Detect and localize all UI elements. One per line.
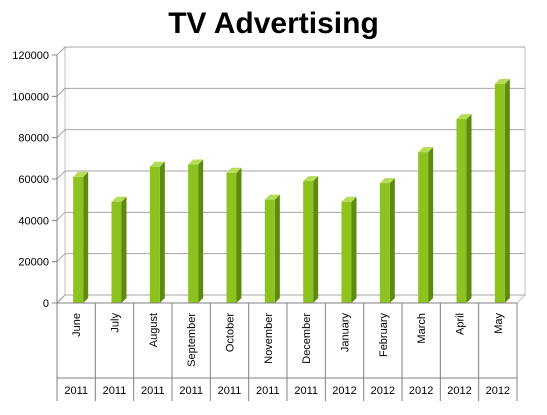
bar: [456, 114, 472, 303]
bar-side: [83, 171, 89, 303]
bar-side: [428, 147, 434, 303]
bar: [226, 167, 242, 303]
bar-side: [121, 196, 127, 303]
year-label: 2012: [332, 385, 356, 397]
year-label: 2011: [103, 385, 127, 397]
y-tick-label: 40000: [18, 215, 49, 227]
x-tick-label: June: [71, 313, 83, 337]
bar-side: [504, 78, 510, 303]
bar-top: [73, 171, 89, 177]
bar-side: [389, 178, 395, 303]
bar-front: [494, 83, 505, 303]
chart-title: TV Advertising: [168, 7, 379, 40]
bar-front: [379, 183, 390, 303]
bar-front: [456, 119, 467, 303]
bar: [303, 176, 319, 303]
x-tick-label: May: [493, 313, 505, 334]
bar-top: [456, 114, 472, 120]
bar-side: [236, 167, 242, 303]
bar-side: [198, 159, 204, 303]
bar-top: [188, 159, 204, 165]
bar-front: [188, 164, 199, 303]
bars: [73, 78, 510, 303]
bar: [264, 194, 280, 303]
year-label: 2011: [64, 385, 88, 397]
bar: [341, 196, 357, 303]
year-label: 2011: [179, 385, 203, 397]
bar-front: [341, 201, 352, 303]
x-tick-label: October: [225, 313, 237, 352]
chart-walls: [55, 45, 527, 305]
bar: [149, 161, 165, 303]
gridline: [56, 253, 525, 263]
bar-front: [303, 181, 314, 303]
bar-top: [226, 167, 242, 173]
year-label: 2011: [218, 385, 242, 397]
year-label: 2012: [447, 385, 471, 397]
bar: [379, 178, 395, 303]
bar-side: [159, 161, 165, 303]
x-tick-label: March: [416, 313, 428, 344]
bar: [418, 147, 434, 303]
bar-side: [274, 194, 280, 303]
gridline: [56, 170, 525, 180]
x-tick-label: February: [378, 313, 390, 358]
bar: [73, 171, 89, 303]
x-tick-label: November: [263, 313, 275, 364]
bar-front: [264, 199, 275, 303]
bar-front: [226, 172, 237, 303]
gridline: [56, 129, 525, 139]
y-tick-label: 120000: [12, 50, 49, 62]
year-label: 2012: [486, 385, 510, 397]
x-axis: June 2011 July 2011 August 2011 September 2011 O…: [56, 302, 518, 401]
year-label: 2012: [371, 385, 395, 397]
year-label: 2011: [141, 385, 165, 397]
bar-side: [313, 176, 319, 303]
bar-top: [111, 196, 127, 202]
y-tick-label: 100000: [12, 91, 49, 103]
bar-top: [379, 178, 395, 184]
bar-top: [494, 78, 510, 84]
y-tick-label: 60000: [18, 174, 49, 186]
bar-top: [264, 194, 280, 200]
y-tick-label: 20000: [18, 257, 49, 269]
x-tick-label: January: [340, 313, 352, 353]
year-label: 2012: [409, 385, 433, 397]
y-axis-ticks: 0 20000 40000 60000 80000 100000 120000: [12, 50, 58, 310]
bar-top: [341, 196, 357, 202]
y-tick-label: 80000: [18, 133, 49, 145]
gridline: [56, 211, 525, 221]
x-tick-label: July: [110, 313, 122, 333]
bar: [188, 159, 204, 303]
floor: [55, 294, 527, 304]
bar: [494, 78, 510, 303]
bar-side: [466, 114, 472, 303]
x-tick-label: September: [186, 313, 198, 367]
bar-front: [111, 201, 122, 303]
bar-top: [149, 161, 165, 167]
x-tick-label: December: [301, 313, 313, 364]
bar-side: [351, 196, 357, 303]
gridline: [56, 294, 525, 304]
year-label: 2011: [256, 385, 280, 397]
gridline: [56, 46, 525, 56]
bar-front: [149, 166, 160, 303]
bar-front: [418, 152, 429, 303]
x-tick-label: August: [148, 313, 160, 347]
x-tick-label: April: [455, 313, 467, 335]
gridlines: [56, 46, 525, 304]
bar: [111, 196, 127, 303]
gridline: [56, 87, 525, 97]
bar-front: [73, 176, 84, 303]
bar-top: [418, 147, 434, 153]
y-tick-label: 0: [43, 298, 49, 310]
bar-top: [303, 176, 319, 182]
year-label: 2011: [294, 385, 318, 397]
